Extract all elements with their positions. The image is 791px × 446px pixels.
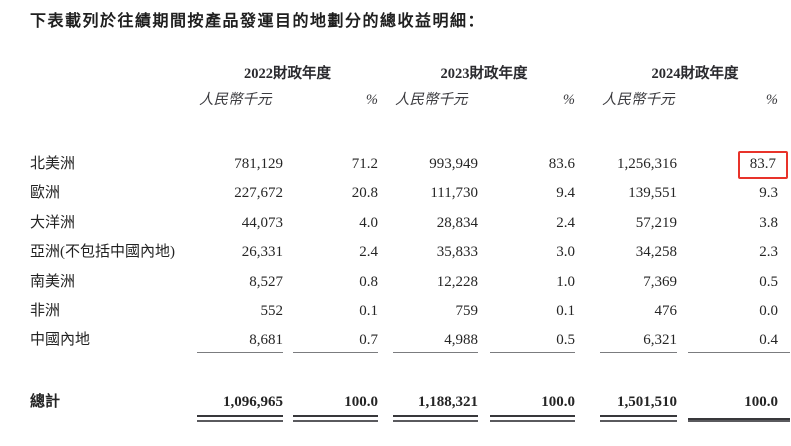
total-amount-cell: 1,501,510 <box>617 393 677 410</box>
percent-cell: 0.8 <box>359 273 378 290</box>
subheader-percent-2022: % <box>365 92 378 108</box>
row-label: 中國內地 <box>30 332 91 349</box>
amount-cell: 12,228 <box>436 273 478 290</box>
amount-cell: 139,551 <box>628 185 677 202</box>
year-header-2023: 2023財政年度 <box>440 66 528 82</box>
percent-cell: 83.6 <box>548 156 575 172</box>
percent-cell: 71.2 <box>351 156 378 172</box>
total-label: 總計 <box>30 393 61 410</box>
amount-cell: 26,331 <box>241 244 283 261</box>
amount-cell: 8,681 <box>249 332 283 349</box>
percent-cell: 0.5 <box>556 332 575 349</box>
percent-cell: 2.3 <box>759 244 778 261</box>
total-percent-cell: 100.0 <box>541 393 575 410</box>
year-header-2022: 2022財政年度 <box>244 66 331 82</box>
amount-cell: 781,129 <box>234 156 283 172</box>
percent-cell: 20.8 <box>351 185 378 202</box>
double-rule <box>490 414 575 422</box>
total-amount-cell: 1,096,965 <box>223 393 283 410</box>
percent-cell: 0.7 <box>359 332 378 349</box>
percent-cell: 0.0 <box>759 302 778 319</box>
single-rule <box>393 351 478 353</box>
single-rule <box>688 351 790 353</box>
double-rule <box>197 414 283 422</box>
subheader-amount-2024: 人民幣千元 <box>602 92 675 108</box>
amount-cell: 759 <box>455 302 479 319</box>
amount-cell: 6,321 <box>643 332 677 349</box>
single-rule <box>490 351 575 353</box>
percent-cell: 2.4 <box>556 214 575 231</box>
percent-cell: 0.1 <box>556 302 575 319</box>
amount-cell: 476 <box>654 302 678 319</box>
table-row-europe: 歐洲 227,672 20.8 111,730 9.4 139,551 9.3 <box>30 179 790 208</box>
double-rule <box>600 414 677 422</box>
total-percent-cell: 100.0 <box>344 393 378 410</box>
amount-cell: 35,833 <box>436 244 478 261</box>
year-header-2024: 2024財政年度 <box>651 66 739 82</box>
subheader-amount-2022: 人民幣千元 <box>199 92 272 108</box>
table-row-mainland-china: 中國內地 8,681 0.7 4,988 0.5 6,321 0.4 <box>30 326 790 355</box>
subheader-percent-2023: % <box>562 92 575 108</box>
revenue-by-destination-table: 2022財政年度 2023財政年度 2024財政年度 人民幣千元 % 人民幣千元… <box>30 64 790 422</box>
percent-cell: 0.1 <box>359 302 378 319</box>
total-percent-cell: 100.0 <box>744 393 778 410</box>
table-row-north-america: 北美洲 781,129 71.2 993,949 83.6 1,256,316 … <box>30 150 790 179</box>
amount-cell: 7,369 <box>643 273 677 290</box>
single-rule <box>600 351 677 353</box>
double-rule <box>688 417 790 422</box>
percent-cell: 2.4 <box>359 244 378 261</box>
row-label: 北美洲 <box>30 156 76 172</box>
percent-cell: 0.5 <box>759 273 778 290</box>
table-row-africa: 非洲 552 0.1 759 0.1 476 0.0 <box>30 297 790 326</box>
row-label: 非洲 <box>30 302 61 319</box>
amount-cell: 28,834 <box>436 214 478 231</box>
amount-cell: 993,949 <box>429 156 478 172</box>
percent-cell: 4.0 <box>359 214 378 231</box>
page-title: 下表載列於往績期間按產品發運目的地劃分的總收益明細： <box>30 13 486 30</box>
table-body: 北美洲 781,129 71.2 993,949 83.6 1,256,316 … <box>30 150 790 356</box>
subheader-row: 人民幣千元 % 人民幣千元 % 人民幣千元 % <box>30 91 790 109</box>
double-rule <box>293 414 378 422</box>
amount-cell: 1,256,316 <box>617 156 677 172</box>
percent-cell: 9.4 <box>556 185 575 202</box>
amount-cell: 111,730 <box>430 185 478 202</box>
year-header-row: 2022財政年度 2023財政年度 2024財政年度 <box>30 64 790 84</box>
highlight-box: 83.7 <box>737 151 788 179</box>
amount-cell: 552 <box>260 302 284 319</box>
table-row-asia-ex-mainland-china: 亞洲(不包括中國內地) 26,331 2.4 35,833 3.0 34,258… <box>30 238 790 267</box>
table-row-total: 總計 1,096,965 100.0 1,188,321 100.0 1,501… <box>30 392 790 412</box>
amount-cell: 34,258 <box>635 244 677 261</box>
amount-cell: 44,073 <box>241 214 283 231</box>
amount-cell: 4,988 <box>444 332 478 349</box>
table-row-south-america: 南美洲 8,527 0.8 12,228 1.0 7,369 0.5 <box>30 268 790 297</box>
percent-cell: 0.4 <box>759 332 778 349</box>
percent-cell: 1.0 <box>556 273 575 290</box>
subheader-percent-2024: % <box>765 92 778 108</box>
total-amount-cell: 1,188,321 <box>418 393 478 410</box>
amount-cell: 57,219 <box>635 214 677 231</box>
row-label: 歐洲 <box>30 185 61 202</box>
table-row-oceania: 大洋洲 44,073 4.0 28,834 2.4 57,219 3.8 <box>30 209 790 238</box>
double-rule <box>393 414 478 422</box>
percent-cell: 9.3 <box>759 185 778 202</box>
percent-cell: 83.7 <box>688 150 790 179</box>
percent-cell: 3.0 <box>556 244 575 261</box>
row-label: 大洋洲 <box>30 214 76 231</box>
percent-cell: 3.8 <box>759 214 778 231</box>
single-rule <box>293 351 378 353</box>
double-rule-row <box>30 414 790 422</box>
amount-cell: 8,527 <box>249 273 283 290</box>
single-rule <box>197 351 283 353</box>
row-label: 南美洲 <box>30 273 76 290</box>
subheader-amount-2023: 人民幣千元 <box>395 92 468 108</box>
row-label: 亞洲(不包括中國內地) <box>30 244 175 261</box>
amount-cell: 227,672 <box>234 185 283 202</box>
